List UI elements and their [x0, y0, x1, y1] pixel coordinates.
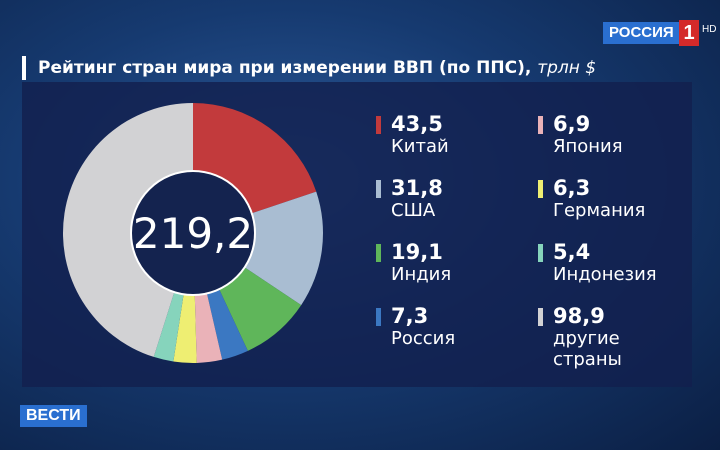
donut-segment	[193, 103, 317, 214]
legend-marker	[538, 308, 543, 326]
channel-logo: РОССИЯ	[603, 22, 680, 44]
legend-value: 43,5	[391, 112, 443, 136]
legend-marker	[376, 180, 381, 198]
chart-title: Рейтинг стран мира при измерении ВВП (по…	[38, 58, 532, 78]
hd-badge: HD	[702, 24, 717, 35]
legend-item: 6,9 Япония	[538, 112, 683, 157]
legend-item: 19,1 Индия	[376, 240, 521, 285]
legend-marker	[376, 116, 381, 134]
donut-segment	[244, 191, 324, 306]
legend-value: 6,9	[553, 112, 591, 136]
legend-marker	[538, 116, 543, 134]
legend-label: США	[391, 200, 436, 221]
legend-item: 5,4 Индонезия	[538, 240, 683, 285]
donut-hole	[130, 170, 256, 296]
legend-value: 31,8	[391, 176, 443, 200]
donut-segment	[206, 289, 248, 360]
total-label: 219,2	[133, 209, 253, 258]
legend-label: Индонезия	[553, 264, 657, 285]
title-bar: Рейтинг стран мира при измерении ВВП (по…	[22, 56, 638, 80]
legend-label: Китай	[391, 136, 449, 157]
donut-segment	[62, 103, 193, 357]
unit: трлн $	[537, 58, 597, 78]
legend-value: 5,4	[553, 240, 591, 264]
legend-value: 98,9	[553, 304, 605, 328]
legend-label: Япония	[553, 136, 623, 157]
legend-item: 6,3 Германия	[538, 176, 683, 221]
legend-marker	[538, 180, 543, 198]
legend-marker	[376, 244, 381, 262]
legend-item: 7,3 Россия	[376, 304, 521, 349]
legend-label: Индия	[391, 264, 452, 285]
legend-marker	[538, 244, 543, 262]
legend-value: 6,3	[553, 176, 591, 200]
legend-item: 31,8 США	[376, 176, 521, 221]
donut-segment	[153, 292, 184, 362]
donut-segment	[194, 293, 223, 363]
donut-segment	[219, 267, 302, 351]
legend-label: Германия	[553, 200, 646, 221]
legend-label: Россия	[391, 328, 456, 349]
legend-value: 7,3	[391, 304, 429, 328]
legend-item: 98,9 другие страны	[538, 304, 683, 370]
legend-marker	[376, 308, 381, 326]
program-logo: ВЕСТИ	[20, 405, 87, 427]
legend-value: 19,1	[391, 240, 443, 264]
legend-item: 43,5 Китай	[376, 112, 521, 157]
legend-label: другие страны	[553, 328, 622, 370]
donut-segment	[173, 294, 197, 363]
channel-number: 1	[679, 20, 699, 46]
